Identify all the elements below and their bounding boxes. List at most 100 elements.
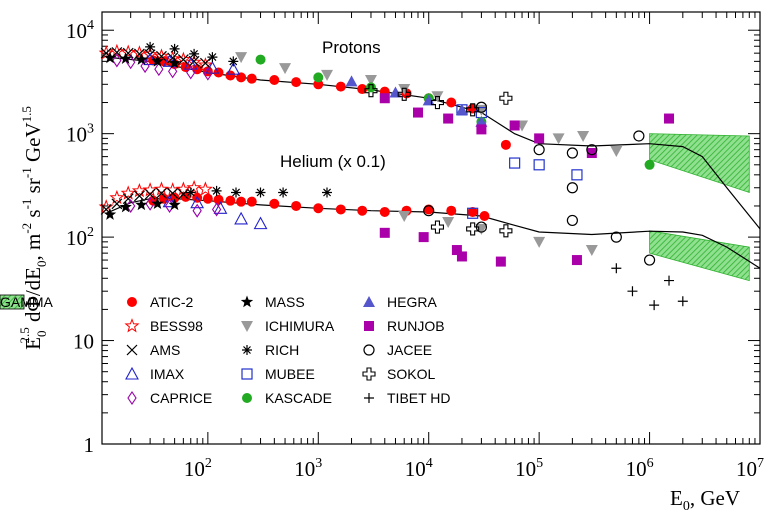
data-point-caprice: [126, 198, 136, 213]
data-point-imax: [253, 216, 268, 230]
data-point-atic-2: [269, 75, 280, 86]
data-point-jacee: [586, 144, 598, 156]
data-point-runjob: [456, 251, 467, 262]
data-point-atic-2: [446, 97, 457, 108]
data-point-imax: [183, 56, 198, 70]
data-point-atic-2: [291, 77, 302, 88]
data-point-bess98: [197, 57, 213, 72]
data-point-atic-2: [246, 196, 257, 207]
legend-marker: [241, 368, 253, 380]
data-point-caprice: [186, 65, 196, 80]
legend: ATIC-2 BESS98 AMS IMAX CAPRICE MASS ICHIMURA RI…: [0, 294, 451, 406]
data-point-runjob: [586, 148, 597, 159]
data-point-atic-2: [236, 196, 247, 207]
data-point-atic-2: [313, 203, 324, 214]
legend-label: KASCADE: [265, 390, 332, 406]
y-axis-label: E02.5 dΦ/dE0, m-2 s-1 sr-1 GeV1.5: [17, 106, 49, 350]
data-point-runjob: [476, 124, 487, 135]
data-point-mass: [103, 208, 117, 220]
data-point-bess98: [109, 189, 125, 205]
data-point-ams: [177, 54, 189, 66]
legend-marker: [242, 393, 252, 403]
data-point-bess98: [153, 181, 169, 196]
data-point-runjob: [509, 120, 520, 131]
data-point-jacee: [566, 214, 578, 227]
legend-marker: [126, 344, 138, 356]
data-point-atic-2: [357, 205, 368, 216]
x-tick-label: 106: [626, 456, 654, 481]
legend-marker: [363, 296, 375, 307]
data-point-jacee: [610, 231, 622, 243]
data-point-hegra: [475, 115, 488, 127]
data-point-hegra: [345, 75, 358, 87]
data-point-ams: [156, 187, 167, 199]
data-point-caprice: [167, 64, 178, 79]
data-point-bess98: [197, 181, 213, 196]
legend-marker: [364, 393, 374, 403]
data-point-runjob: [379, 227, 390, 238]
data-point-ichimura: [585, 245, 598, 257]
data-point-jacee: [566, 182, 578, 194]
data-point-mass: [119, 200, 132, 213]
legend-label: MASS: [265, 294, 305, 310]
data-point-hegra: [455, 103, 468, 115]
data-point-ichimura: [398, 84, 411, 96]
legend-marker: [364, 321, 374, 331]
data-point-imax: [190, 195, 205, 209]
data-point-atic-2: [313, 79, 324, 90]
legend-marker: [127, 391, 137, 405]
data-point-imax: [143, 52, 158, 66]
data-point-bess98: [186, 179, 202, 195]
data-point-rich: [231, 187, 241, 198]
data-point-tibet-hd: [649, 300, 660, 311]
data-point-mass: [135, 53, 148, 65]
data-point-caprice: [192, 203, 202, 218]
legend-marker: [241, 321, 253, 332]
legend-marker: [127, 297, 137, 307]
y-tick-label: 104: [66, 18, 94, 43]
legend-marker: [125, 366, 139, 380]
data-point-caprice: [140, 59, 150, 74]
data-point-ichimura: [364, 75, 377, 87]
x-tick-label: 107: [736, 456, 764, 481]
data-point-ichimura: [279, 63, 292, 75]
data-point-atic-2: [446, 205, 457, 216]
y-tick-label: 1: [84, 433, 95, 457]
data-point-mass: [103, 51, 117, 64]
data-point-ichimura: [533, 236, 546, 248]
data-point-bess98: [142, 182, 158, 197]
data-point-jacee: [423, 205, 435, 217]
data-point-atic-2: [379, 206, 390, 217]
data-point-tibet-hd: [627, 286, 638, 297]
data-point-runjob: [571, 255, 582, 266]
data-point-caprice: [112, 53, 122, 68]
data-point-sokol: [364, 84, 378, 98]
data-point-kascade: [313, 72, 324, 83]
data-point-ams: [177, 188, 189, 200]
data-point-kascade: [644, 159, 655, 170]
x-tick-labels: 102 103 104 105 106 107: [184, 456, 764, 481]
data-point-sokol: [466, 222, 480, 236]
legend-label: TIBET HD: [387, 390, 451, 406]
data-point-rich: [207, 52, 218, 63]
data-point-ams: [199, 57, 211, 69]
legend-marker: [0, 294, 25, 310]
data-point-rich: [228, 56, 239, 67]
x-tick-label: 104: [405, 456, 433, 481]
data-point-ichimura: [321, 69, 334, 81]
data-point-jacee: [633, 130, 645, 142]
y-tick-label: 10: [73, 330, 94, 354]
data-point-ichimura: [552, 133, 565, 145]
data-point-tibet-hd: [611, 263, 622, 274]
data-point-rich: [189, 48, 200, 59]
data-point-sokol: [466, 103, 480, 117]
data-point-runjob: [413, 107, 424, 118]
data-point-ams: [133, 190, 145, 202]
data-point-kascade: [255, 54, 266, 65]
data-point-mass: [168, 198, 181, 211]
data-point-ichimura: [442, 216, 455, 228]
data-point-runjob: [495, 256, 506, 267]
data-point-imax: [205, 60, 220, 74]
data-point-tibet-hd: [677, 296, 688, 307]
